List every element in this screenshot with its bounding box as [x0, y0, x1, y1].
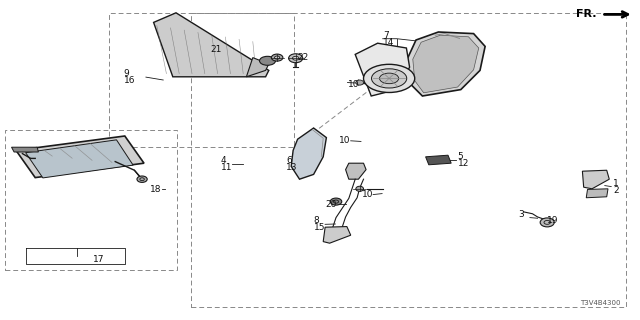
Text: 7: 7 [383, 31, 388, 40]
Ellipse shape [289, 54, 303, 63]
Text: 10: 10 [339, 136, 351, 145]
Ellipse shape [137, 176, 147, 182]
Polygon shape [406, 32, 485, 96]
Text: 10: 10 [362, 190, 373, 199]
Text: 17: 17 [93, 255, 104, 264]
Text: 10: 10 [348, 80, 359, 89]
Ellipse shape [356, 80, 364, 85]
Text: 15: 15 [314, 223, 325, 232]
Ellipse shape [271, 54, 283, 61]
Text: 16: 16 [124, 76, 135, 85]
Text: 4: 4 [221, 156, 227, 164]
Ellipse shape [356, 186, 364, 191]
Ellipse shape [364, 64, 415, 92]
Polygon shape [12, 147, 38, 152]
Polygon shape [586, 189, 608, 198]
Polygon shape [355, 43, 410, 96]
Text: FR.: FR. [576, 9, 596, 20]
Text: 12: 12 [458, 159, 469, 168]
Ellipse shape [380, 73, 399, 84]
Bar [191, 13, 626, 307]
Text: 11: 11 [221, 163, 232, 172]
Text: 8: 8 [314, 216, 319, 225]
Text: 1: 1 [613, 179, 619, 188]
Ellipse shape [292, 56, 299, 60]
Ellipse shape [371, 69, 407, 88]
Polygon shape [26, 140, 133, 178]
Bar [109, 13, 294, 147]
Text: 9: 9 [124, 69, 129, 78]
Text: 20: 20 [325, 200, 337, 209]
Text: 13: 13 [286, 163, 298, 172]
Text: 2: 2 [613, 186, 619, 195]
Ellipse shape [260, 56, 275, 65]
Polygon shape [582, 170, 609, 189]
Polygon shape [426, 155, 451, 165]
Bar [5, 130, 177, 270]
Text: T3V4B4300: T3V4B4300 [580, 300, 621, 306]
Polygon shape [246, 58, 269, 77]
Text: 21: 21 [210, 45, 221, 54]
Text: 18: 18 [150, 185, 162, 194]
Text: 3: 3 [518, 210, 524, 219]
Polygon shape [413, 35, 479, 93]
Text: 6: 6 [286, 156, 292, 164]
Polygon shape [323, 227, 351, 243]
Polygon shape [154, 13, 269, 77]
Text: 19: 19 [547, 216, 559, 225]
Ellipse shape [275, 56, 280, 59]
Text: 14: 14 [383, 38, 394, 47]
Text: 22: 22 [298, 53, 309, 62]
Ellipse shape [540, 218, 554, 227]
Polygon shape [16, 136, 144, 178]
Text: 5: 5 [458, 152, 463, 161]
Ellipse shape [330, 198, 342, 205]
Polygon shape [291, 128, 326, 179]
Polygon shape [346, 163, 366, 179]
